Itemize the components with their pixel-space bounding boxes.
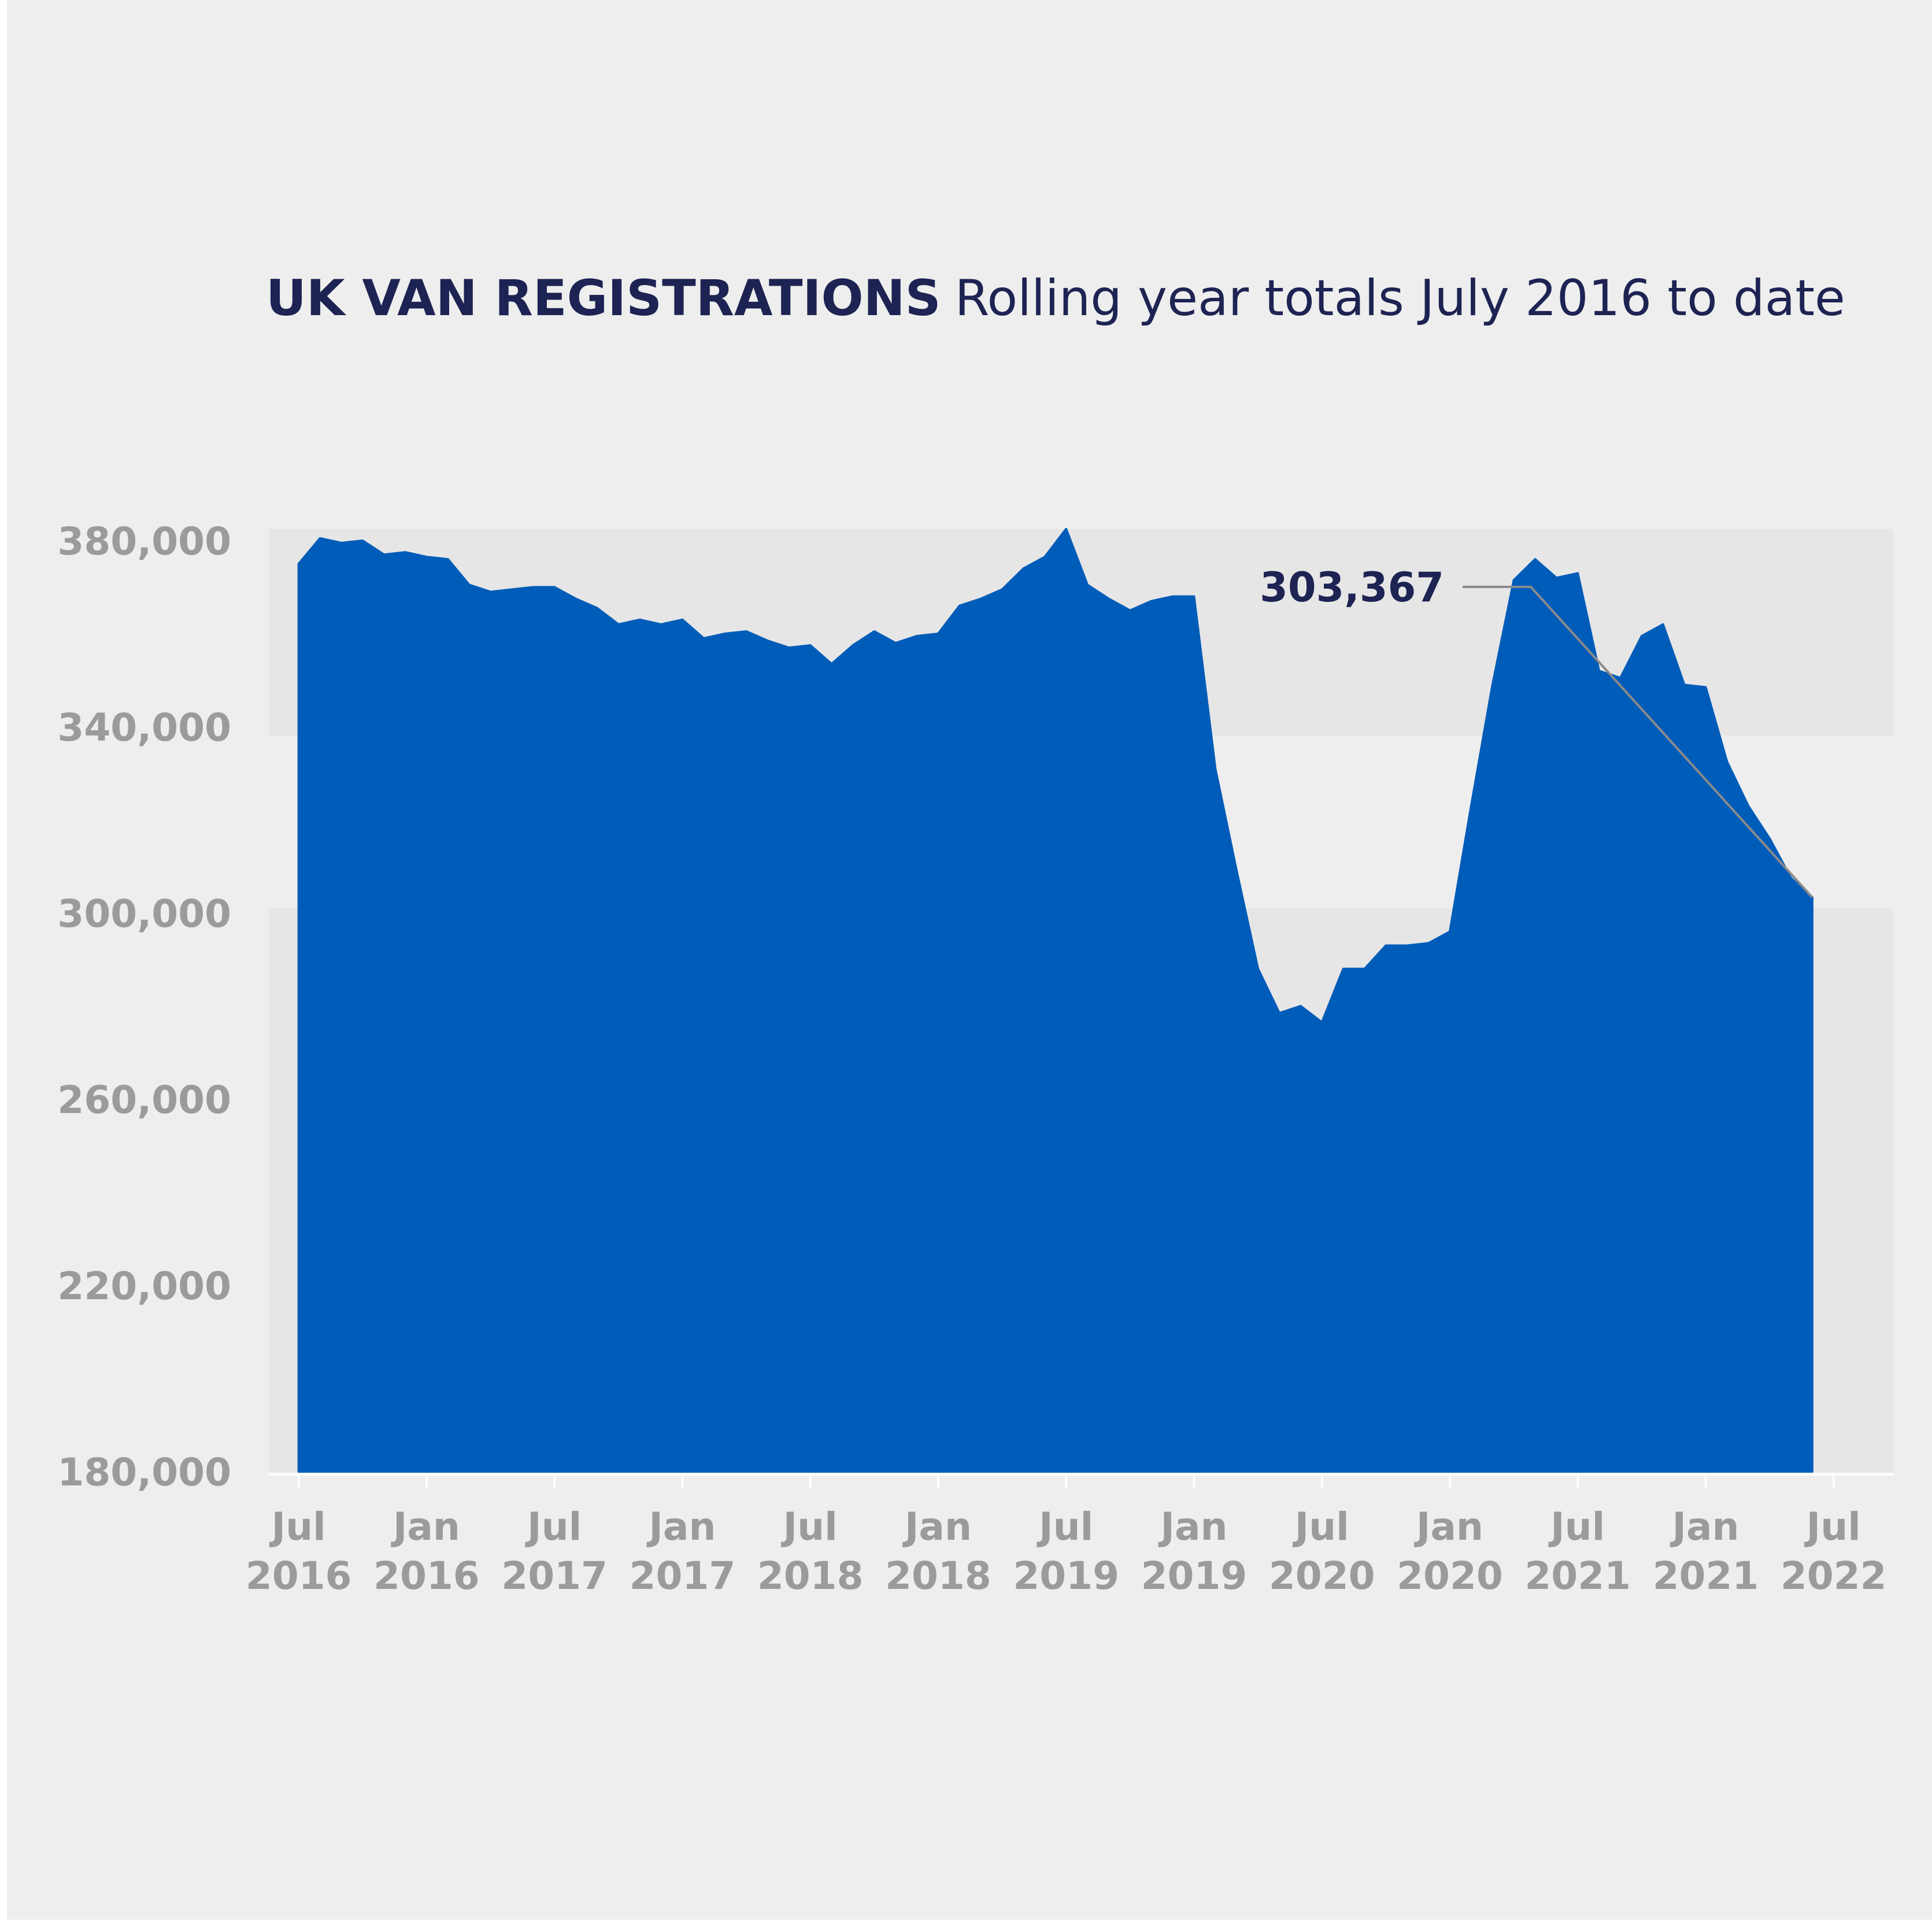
x-tick-label-year: 2022 (1781, 1554, 1887, 1598)
x-tick-label-month: Jan (1670, 1504, 1739, 1549)
x-tick-label-month: Jul (781, 1504, 838, 1549)
x-tick-label-month: Jan (902, 1504, 972, 1549)
x-tick-label-year: 2018 (885, 1554, 991, 1598)
y-tick-label: 340,000 (57, 705, 231, 750)
chart-subtitle: Rolling year totals July 2016 to date (955, 269, 1845, 327)
x-tick-label-month: Jul (525, 1504, 582, 1549)
x-tick-label-year: 2018 (757, 1554, 864, 1598)
annotation: 303,367 (1260, 564, 1813, 899)
y-tick-label: 380,000 (57, 519, 231, 564)
area-series (297, 527, 1813, 1473)
x-tick-label-year: 2019 (1141, 1554, 1248, 1598)
x-tick-label-month: Jan (1414, 1504, 1483, 1549)
area-series-fill (297, 527, 1813, 1473)
x-tick-label-year: 2020 (1397, 1554, 1503, 1598)
annotation-leader-line (1463, 586, 1813, 899)
x-tick-label-month: Jul (1548, 1504, 1605, 1549)
y-tick-label: 260,000 (57, 1078, 231, 1122)
x-tick-label-month: Jan (391, 1504, 460, 1549)
axes: 180,000 220,000 260,000 300,000 340,000 380,0… (57, 519, 1893, 1598)
y-tick-label: 300,000 (57, 892, 231, 936)
x-tick-label-year: 2017 (501, 1554, 608, 1598)
y-tick-label: 180,000 (57, 1450, 231, 1495)
x-tick-label-year: 2021 (1653, 1554, 1759, 1598)
x-tick-label-month: Jan (1158, 1504, 1227, 1549)
x-tick-label-month: Jul (1037, 1504, 1093, 1549)
x-tick-label-year: 2017 (630, 1554, 736, 1598)
x-tick-label-year: 2019 (1013, 1554, 1119, 1598)
x-tick-label-year: 2016 (246, 1554, 352, 1598)
x-tick-label-month: Jan (646, 1504, 716, 1549)
y-tick-label: 220,000 (57, 1264, 231, 1308)
x-tick-label-year: 2016 (373, 1554, 480, 1598)
x-tick-label-year: 2020 (1269, 1554, 1375, 1598)
x-tick-label-month: Jul (1293, 1504, 1349, 1549)
x-tick-label-year: 2021 (1524, 1554, 1631, 1598)
chart-title: UK VAN REGISTRATIONS Rolling year totals… (266, 269, 1845, 327)
x-tick-label-month: Jul (1804, 1504, 1861, 1549)
chart-title-bold: UK VAN REGISTRATIONS (266, 269, 941, 327)
annotation-label: 303,367 (1260, 564, 1444, 611)
x-tick-label-month: Jul (269, 1504, 326, 1549)
